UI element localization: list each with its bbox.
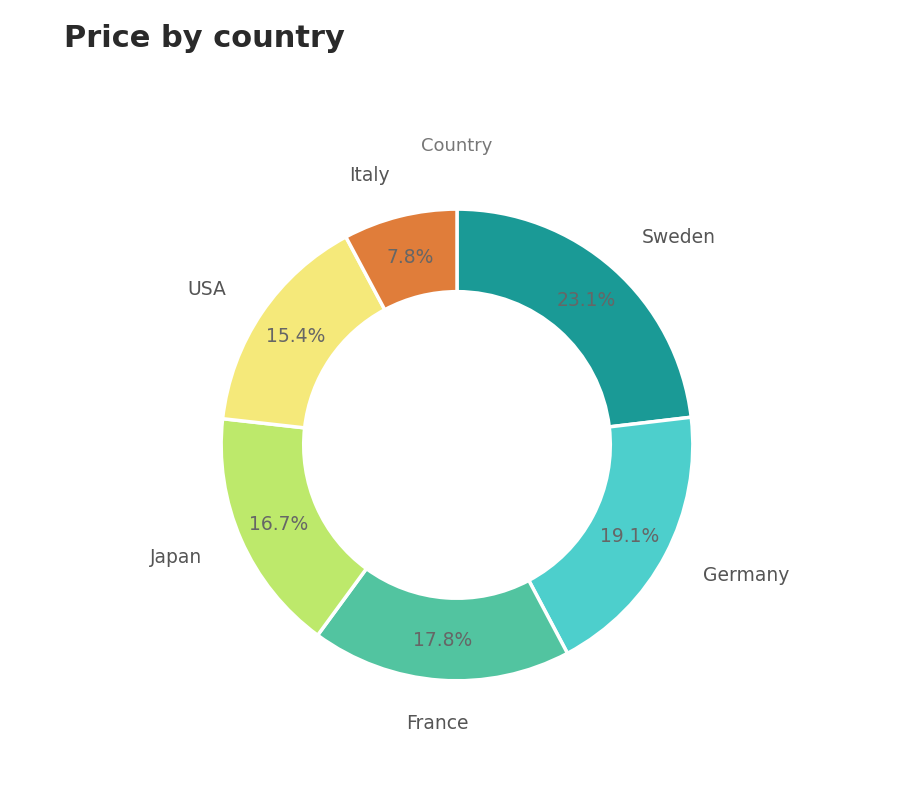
Text: 15.4%: 15.4% (266, 327, 325, 346)
Wedge shape (221, 419, 367, 635)
Text: 23.1%: 23.1% (557, 291, 616, 310)
Text: 7.8%: 7.8% (386, 247, 433, 267)
Wedge shape (529, 418, 693, 654)
Text: 19.1%: 19.1% (600, 526, 659, 545)
Text: Italy: Italy (349, 166, 389, 185)
Text: France: France (406, 713, 468, 732)
Text: USA: USA (187, 280, 227, 299)
Text: Germany: Germany (704, 565, 790, 584)
Wedge shape (345, 210, 457, 310)
Text: Sweden: Sweden (642, 228, 716, 247)
Wedge shape (318, 569, 568, 681)
Text: Price by country: Price by country (64, 24, 345, 53)
Wedge shape (457, 210, 691, 427)
Text: 16.7%: 16.7% (250, 514, 308, 533)
Text: Japan: Japan (150, 548, 202, 567)
Text: Country: Country (421, 137, 493, 155)
Wedge shape (223, 238, 385, 428)
Text: 17.8%: 17.8% (413, 630, 473, 649)
